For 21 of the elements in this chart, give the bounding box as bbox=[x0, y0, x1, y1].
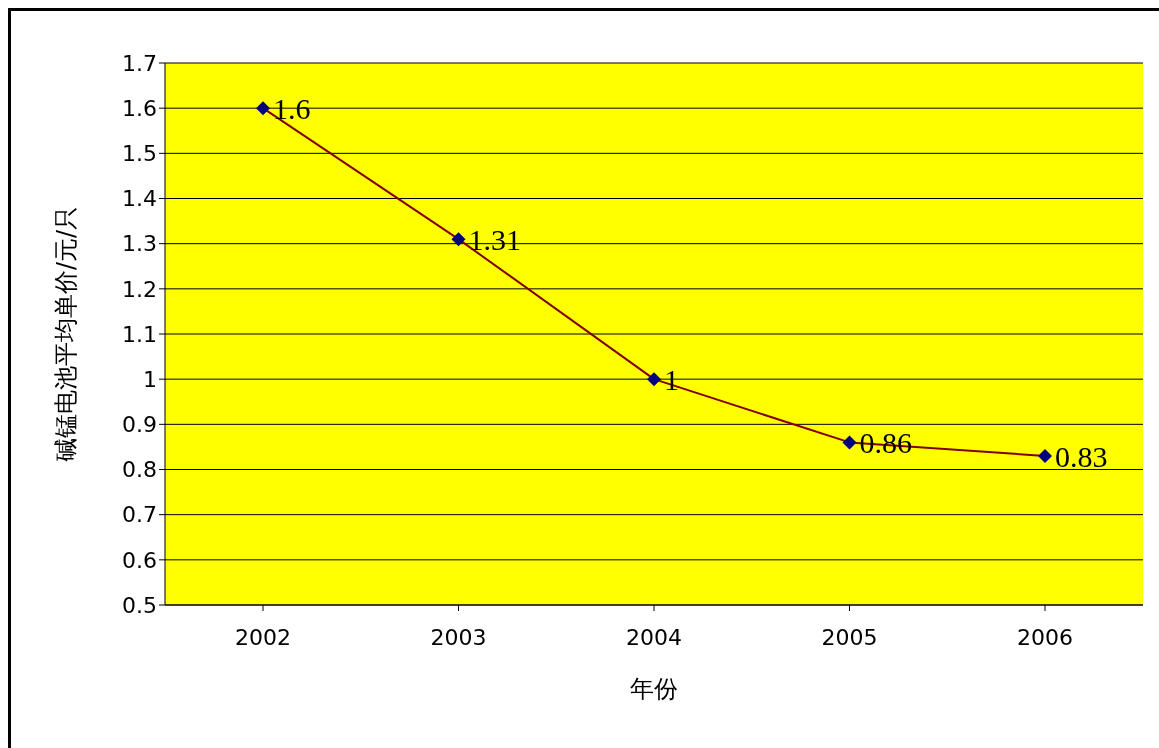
data-label: 0.83 bbox=[1055, 439, 1108, 473]
y-tick-label: 0.5 bbox=[122, 592, 157, 618]
y-tick-label: 1.5 bbox=[122, 141, 157, 167]
y-tick-label: 1.6 bbox=[122, 95, 157, 121]
y-tick-label: 1.2 bbox=[122, 276, 157, 302]
x-tick-label: 2002 bbox=[235, 624, 291, 650]
x-tick-label: 2003 bbox=[430, 624, 487, 650]
x-tick-label: 2006 bbox=[1017, 624, 1073, 650]
y-axis-title: 碱锰电池平均单价/元/只 bbox=[51, 205, 80, 463]
y-tick-label: 1 bbox=[143, 366, 157, 392]
y-tick-label: 0.8 bbox=[122, 457, 157, 483]
y-tick-label: 1.7 bbox=[122, 50, 157, 76]
y-tick-label: 1.3 bbox=[122, 231, 157, 257]
y-tick-label: 1.1 bbox=[122, 321, 157, 347]
x-tick-label: 2005 bbox=[821, 624, 878, 650]
x-tick-label: 2004 bbox=[626, 624, 682, 650]
y-tick-label: 0.6 bbox=[122, 547, 157, 573]
y-tick-label: 1.4 bbox=[122, 186, 157, 212]
y-tick-label: 0.9 bbox=[122, 412, 157, 438]
x-axis-title: 年份 bbox=[630, 675, 678, 704]
y-tick-label: 0.7 bbox=[122, 502, 157, 528]
